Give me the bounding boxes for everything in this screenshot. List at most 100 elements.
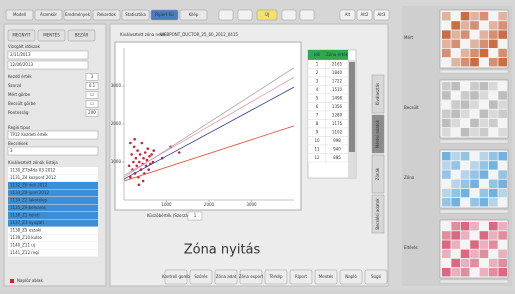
- thumb-cell: [451, 152, 460, 160]
- threshold-label: Küszöbérték (Szorzás): [147, 213, 192, 218]
- thumb-cell: [470, 240, 479, 248]
- thumb-cell: [442, 161, 451, 169]
- thumb-caption: Eltérés: [404, 245, 418, 250]
- thumb-cell: [461, 100, 470, 108]
- thumb-cell: [470, 40, 479, 48]
- scatter-point: [146, 159, 149, 162]
- select-value: TP12 Kezdeti érték: [9, 132, 48, 137]
- tool-button-label: Alt2: [361, 12, 369, 17]
- thumb-cell: [451, 58, 460, 66]
- thumb-cell: [461, 231, 470, 239]
- thumb-caption: Zóna: [404, 175, 415, 180]
- tool-button[interactable]: [282, 10, 296, 20]
- thumb-cell: [461, 110, 470, 118]
- tool-button[interactable]: [238, 10, 252, 20]
- status-dot: [10, 279, 14, 283]
- list-item: 1132_Z6 deli 2012: [10, 183, 48, 188]
- thumb-cell: [470, 82, 479, 90]
- thumb-cell: [480, 128, 489, 136]
- side-tab-label: Zónák: [375, 167, 380, 180]
- thumb-cell: [489, 152, 498, 160]
- thumb-cell: [470, 119, 479, 127]
- x-tick-label: 2000: [204, 202, 215, 207]
- y-tick-label: 2000: [111, 121, 122, 126]
- tool-button[interactable]: [219, 10, 233, 20]
- table-cell-text: 5: [316, 95, 319, 100]
- label: Kiválasztott zónák listája: [8, 160, 58, 165]
- thumb-cell: [498, 49, 507, 57]
- main-label: Zóna nyitás: [184, 243, 261, 258]
- thumb-cell: [461, 30, 470, 38]
- list-item: 1131_Z4 kozpont 2012: [10, 175, 56, 180]
- scatter-point: [135, 157, 138, 160]
- thumb-cell: [461, 222, 470, 230]
- thumb-cell: [442, 231, 451, 239]
- thumb-cell: [480, 40, 489, 48]
- thumb-cell: [498, 259, 507, 267]
- table-cell-text: 10: [314, 138, 320, 143]
- panel-button-label: BEZÁR: [75, 33, 89, 38]
- thumb-cell: [480, 30, 489, 38]
- y-tick-label: 1000: [111, 159, 122, 164]
- bottom-button-label: Mentés: [319, 274, 334, 279]
- thumb-cell: [442, 91, 451, 99]
- bottom-button-label: Szűrés: [194, 274, 207, 279]
- thumb-cell: [489, 198, 498, 206]
- thumb-cell: [489, 259, 498, 267]
- scatter-point: [138, 184, 141, 187]
- thumb-cell: [498, 268, 507, 276]
- field-value: ☐: [90, 101, 94, 106]
- plot-frame: [115, 42, 301, 210]
- thumb-cell: [480, 198, 489, 206]
- panel-button-label: MEGNYIT: [12, 33, 31, 38]
- table-cell-text: 2165: [332, 61, 343, 66]
- thumb-cell: [480, 189, 489, 197]
- threshold-value: 1: [194, 213, 197, 218]
- date-value: 2/11/2013: [10, 52, 31, 57]
- thumb-cell: [489, 21, 498, 29]
- select-label: Regió típus: [8, 125, 30, 130]
- field-label: Pontosság: [8, 110, 29, 115]
- thumb-cell: [498, 231, 507, 239]
- thumb-cell: [480, 250, 489, 258]
- table-cell-text: 1722: [332, 78, 343, 83]
- thumb-cell: [498, 128, 507, 136]
- thumb-cell: [489, 180, 498, 188]
- side-tab-label: Kiválasztás: [375, 83, 380, 105]
- thumb-cell: [489, 119, 498, 127]
- thumb-cell: [470, 180, 479, 188]
- tool-button[interactable]: [300, 10, 314, 20]
- thumb-cell: [442, 240, 451, 248]
- thumb-cell: [480, 231, 489, 239]
- list-item: 1140_Z11 uj: [10, 243, 35, 248]
- list-item: 1141_Z12 regi: [10, 250, 39, 255]
- table-cell-text: 1498: [332, 95, 343, 100]
- thumb-cell: [470, 250, 479, 258]
- scroll-thumb[interactable]: [349, 62, 355, 152]
- bottom-button-label: Zóna adat: [216, 274, 237, 279]
- table-cell-text: 1: [316, 61, 319, 66]
- thumb-cell: [489, 30, 498, 38]
- tab-label: Modell: [13, 12, 26, 17]
- thumb-cell: [451, 198, 460, 206]
- thumb-cell: [489, 100, 498, 108]
- select[interactable]: [8, 147, 98, 155]
- tool-button-label: ÚJ: [265, 12, 269, 17]
- thumb-cell: [480, 152, 489, 160]
- thumb-cell: [480, 82, 489, 90]
- field-label: Mért görbe: [8, 92, 31, 97]
- thumb-cell: [480, 119, 489, 127]
- thumb-cell: [489, 161, 498, 169]
- table-cell-text: 6: [316, 104, 319, 109]
- thumb-cell: [498, 100, 507, 108]
- thumb-cell: [470, 259, 479, 267]
- thumb-cell: [489, 58, 498, 66]
- thumb-cell: [442, 152, 451, 160]
- screen: ModellÁramkörEredményekRekordokStatiszti…: [0, 0, 515, 290]
- thumb-cell: [461, 250, 470, 258]
- tab-label: Statisztika: [125, 12, 146, 17]
- scatter-point: [152, 149, 155, 152]
- thumb-cell: [461, 180, 470, 188]
- thumb-cell: [498, 222, 507, 230]
- side-tab-label: Becslési adatok: [375, 198, 380, 230]
